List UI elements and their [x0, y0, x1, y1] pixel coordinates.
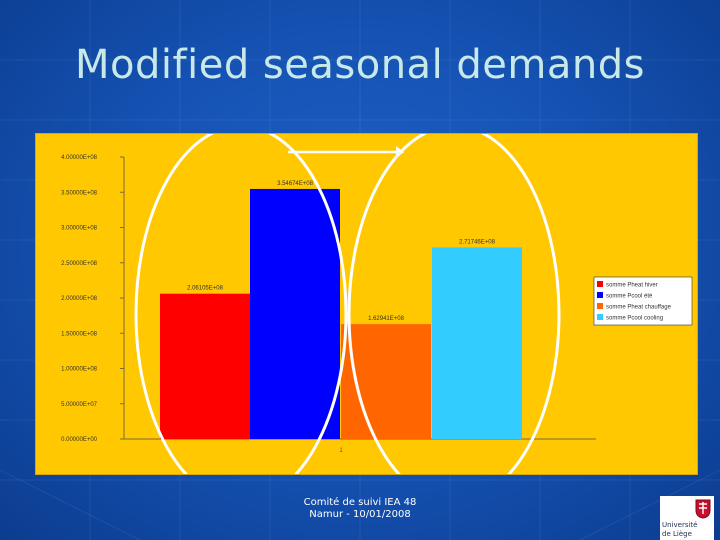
crest-icon — [695, 499, 711, 519]
logo-text-line1: Université — [662, 521, 698, 529]
footer-line-place-date: Namur - 10/01/2008 — [309, 509, 411, 520]
bar-4 — [432, 247, 522, 439]
bar-2 — [250, 188, 340, 439]
y-tick-label: 2.00000E+08 — [61, 296, 98, 302]
y-tick-label: 3.50000E+08 — [61, 190, 98, 196]
y-tick-label: 1.50000E+08 — [61, 331, 98, 337]
legend-swatch — [597, 303, 603, 309]
shift-arrow-head-icon — [396, 146, 404, 158]
legend-label: somme Pcool été — [606, 294, 653, 300]
y-tick-label: 0.00000E+00 — [61, 437, 98, 443]
legend-label: somme Pheat hiver — [606, 283, 658, 289]
university-logo: Université de Liège — [660, 496, 714, 540]
legend-box — [593, 276, 693, 326]
y-tick-label: 5.00000E+07 — [61, 402, 98, 408]
legend-label: somme Pheat chauffage — [606, 305, 672, 311]
y-tick-label: 1.00000E+08 — [61, 367, 98, 373]
logo-text-line2: de Liège — [662, 530, 692, 538]
bar-1 — [160, 293, 250, 439]
bar-data-label: 2.06105E+08 — [187, 286, 224, 292]
bar-data-label: 1.62941E+08 — [368, 316, 405, 322]
x-tick-label: 1 — [339, 448, 343, 454]
legend-swatch — [597, 281, 603, 287]
slide-title: Modified seasonal demands — [75, 42, 645, 88]
bar-data-label: 3.54674E+08 — [277, 181, 314, 187]
legend-label: somme Pcool cooling — [606, 316, 663, 322]
legend-swatch — [597, 292, 603, 298]
highlight-ellipse-right — [347, 134, 561, 474]
footer-line-event: Comité de suivi IEA 48 — [303, 497, 417, 508]
y-tick-label: 3.00000E+08 — [61, 226, 98, 232]
legend-swatch — [597, 314, 603, 320]
bar-data-label: 2.71746E+08 — [459, 239, 496, 245]
highlight-ellipse-left — [134, 134, 348, 474]
chart-panel: 0.00000E+00 5.00000E+07 1.00000E+08 1.50000… — [35, 133, 698, 475]
y-tick-label: 2.50000E+08 — [61, 261, 98, 267]
y-tick-label: 4.00000E+08 — [61, 155, 98, 161]
bar-chart: 0.00000E+00 5.00000E+07 1.00000E+08 1.50000… — [61, 134, 693, 474]
slide-footer: Comité de suivi IEA 48 Namur - 10/01/200… — [260, 497, 460, 521]
